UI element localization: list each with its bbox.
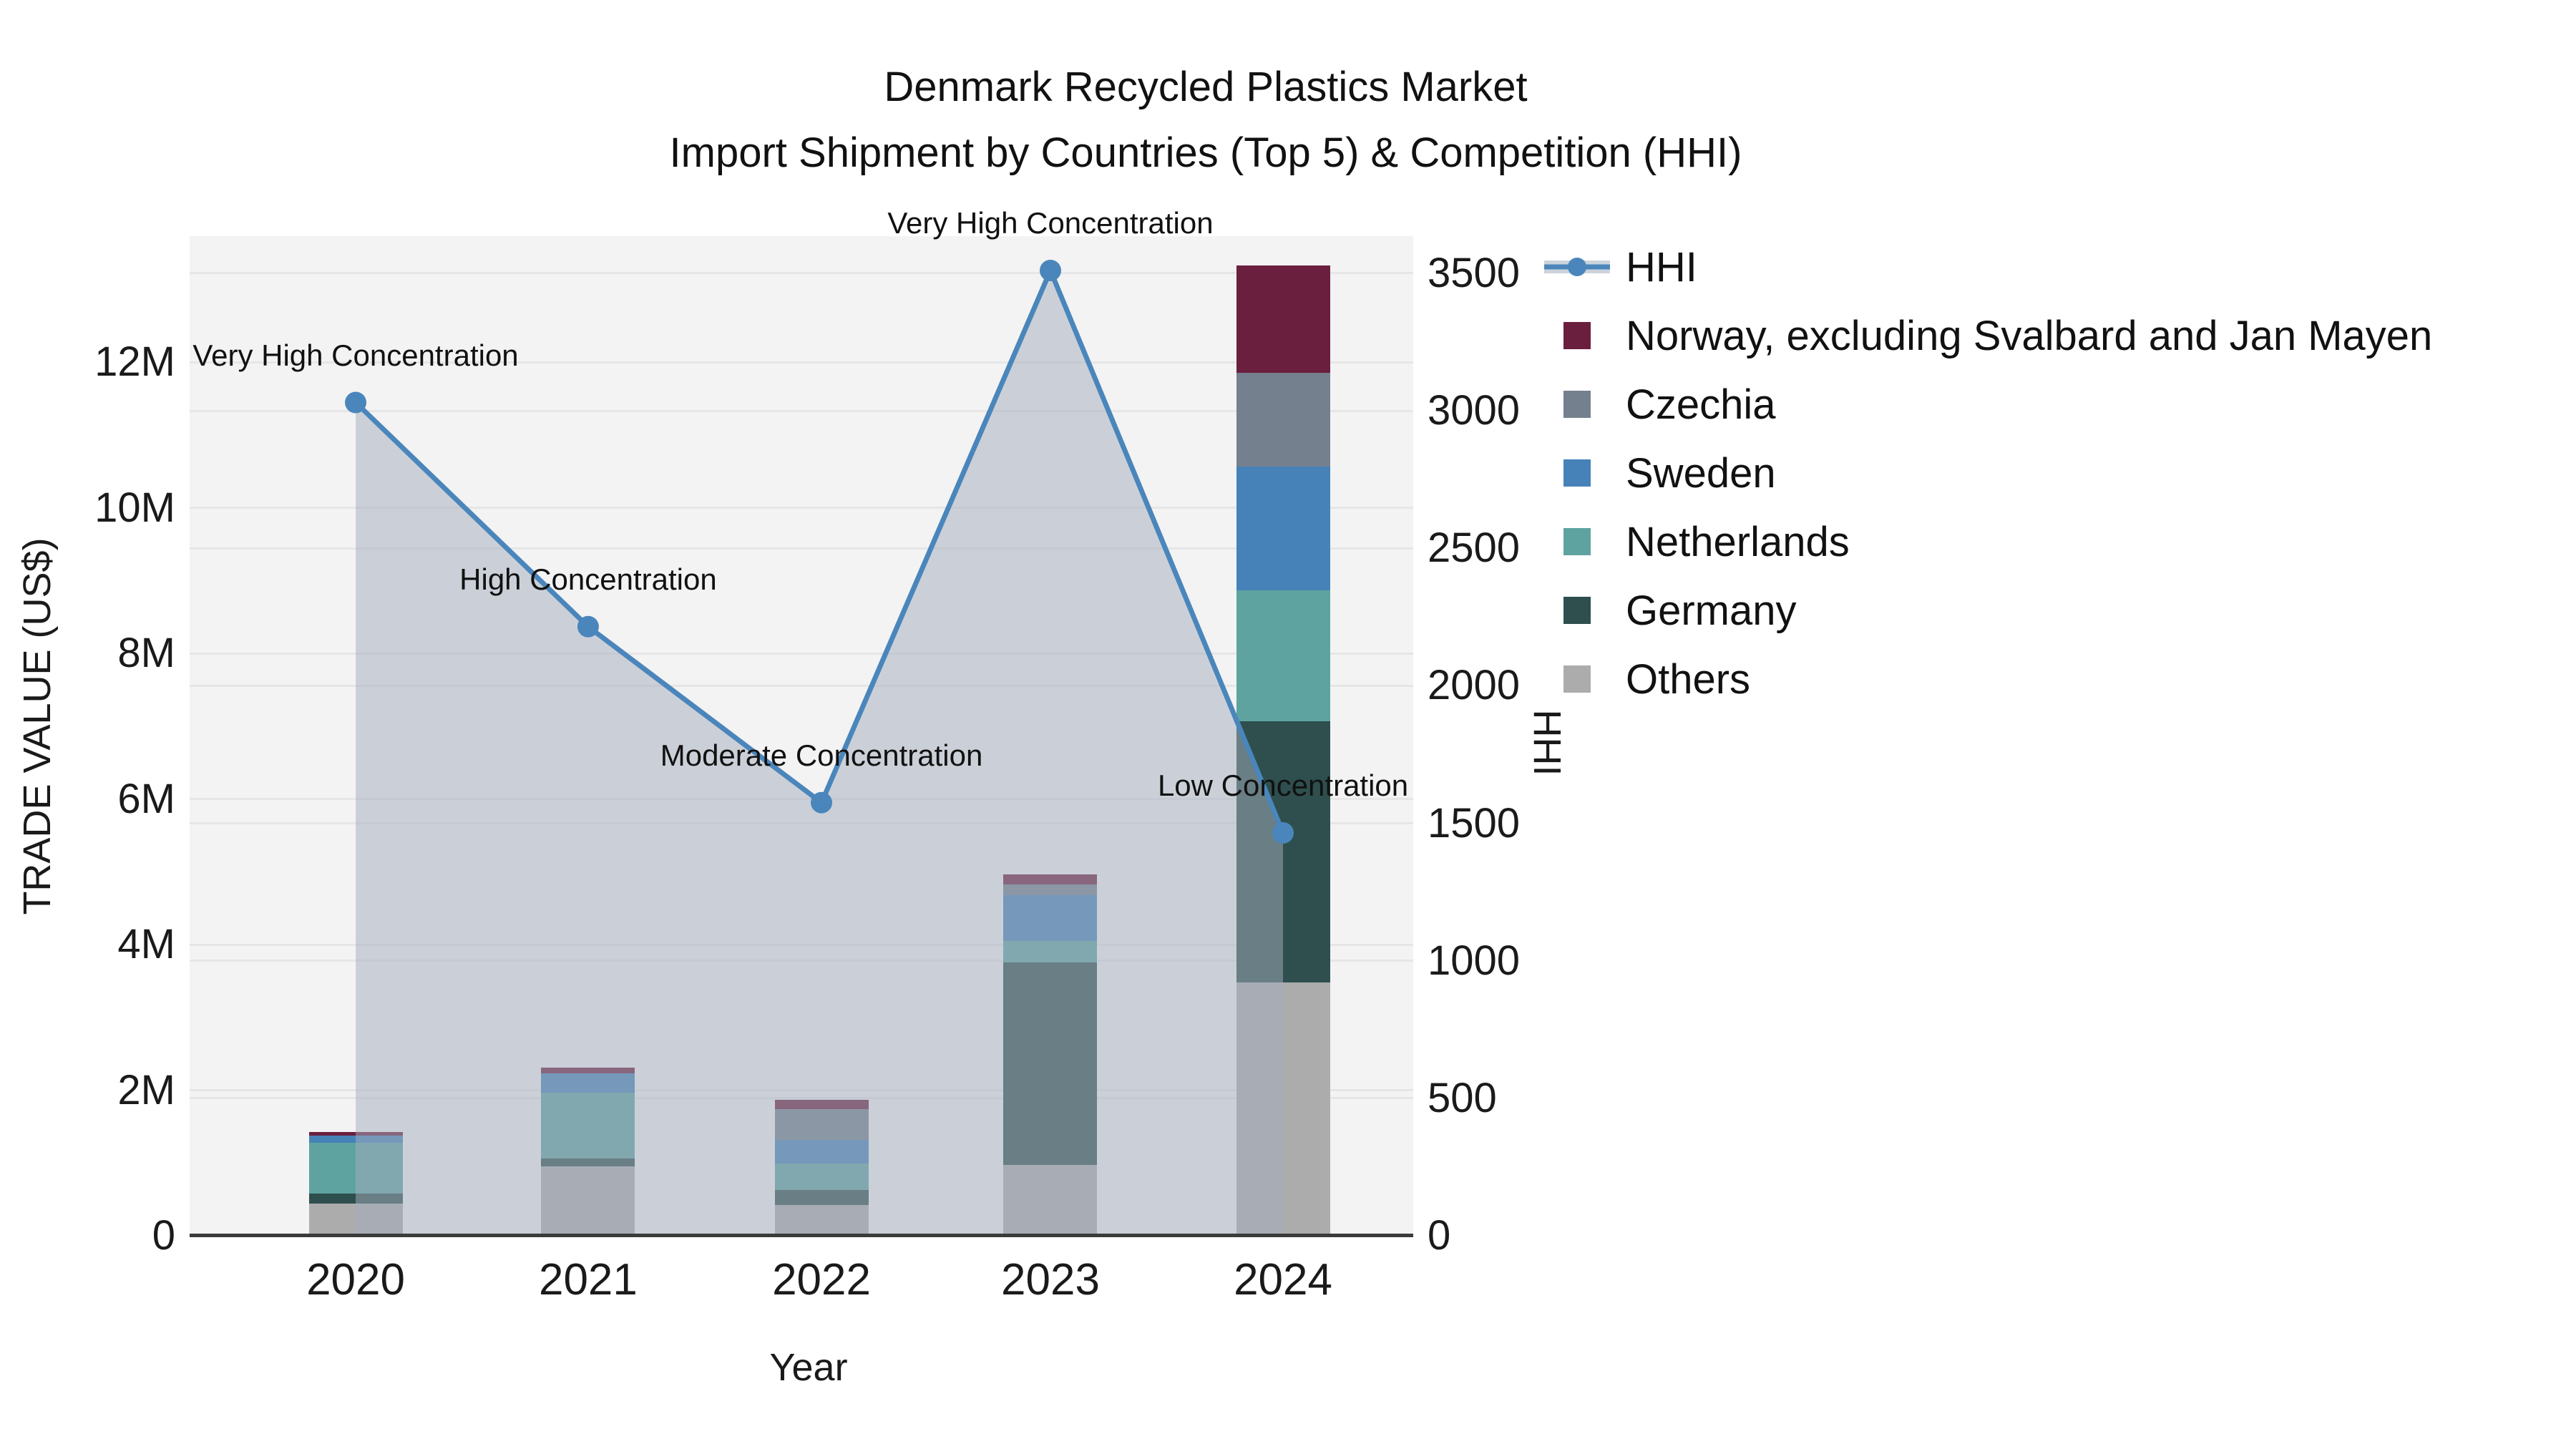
y-tick-left-2M: 2M — [117, 1066, 175, 1113]
x-tick-2023: 2023 — [1001, 1255, 1100, 1304]
legend-label-norway-excluding-svalbard-and-jan-mayen: Norway, excluding Svalbard and Jan Mayen — [1626, 312, 2433, 359]
legend-label-germany: Germany — [1626, 587, 1797, 634]
legend-color-swatch — [1563, 528, 1591, 555]
hhi-marker-2022[interactable] — [811, 791, 833, 814]
legend: HHI Norway, excluding Svalbard and Jan Ma… — [1543, 233, 2432, 713]
y-tick-right-0: 0 — [1428, 1212, 1451, 1259]
legend-item-netherlands[interactable]: Netherlands — [1543, 507, 2432, 576]
bar-czechia-2024[interactable] — [1236, 373, 1330, 467]
x-tick-2021: 2021 — [538, 1255, 638, 1304]
y-tick-right-1000: 1000 — [1428, 937, 1521, 984]
hhi-marker-2021[interactable] — [577, 615, 599, 638]
chart-title-line1: Denmark Recycled Plastics Market — [884, 64, 1528, 110]
bar-sweden-2020[interactable] — [308, 1135, 403, 1143]
bar-netherlands-2024[interactable] — [1236, 590, 1330, 721]
legend-color-swatch — [1563, 597, 1591, 624]
legend-label-others: Others — [1626, 655, 1751, 703]
x-axis-title: Year — [769, 1346, 848, 1389]
annotation-2021: High Concentration — [459, 562, 717, 596]
czechia-swatch-icon — [1543, 370, 1611, 439]
hhi-line-swatch-icon — [1543, 233, 1611, 301]
plot-area: Very High Concentration High Concentratio… — [190, 206, 1413, 1237]
gridline — [190, 507, 1413, 509]
y-tick-right-1500: 1500 — [1428, 799, 1521, 847]
legend-item-hhi[interactable]: HHI — [1543, 233, 2432, 301]
y-tick-right-2000: 2000 — [1428, 662, 1521, 709]
y-tick-right-3000: 3000 — [1428, 387, 1521, 434]
hhi-marker-2024[interactable] — [1272, 821, 1294, 844]
legend-label-czechia: Czechia — [1626, 381, 1776, 428]
others-swatch-icon — [1543, 645, 1611, 713]
annotation-2024: Low Concentration — [1157, 768, 1409, 802]
legend-item-others[interactable]: Others — [1543, 645, 2432, 713]
gridline — [190, 547, 1413, 550]
annotation-2022: Moderate Concentration — [660, 738, 983, 772]
legend-label-netherlands: Netherlands — [1626, 518, 1850, 565]
y-tick-right-500: 500 — [1428, 1074, 1497, 1121]
chart-title-line2: Import Shipment by Countries (Top 5) & C… — [669, 130, 1742, 176]
netherlands-swatch-icon — [1543, 507, 1611, 576]
hhi-area — [356, 270, 1284, 1236]
y-tick-left-0: 0 — [152, 1212, 175, 1259]
bar-norway-excluding-svalbard-and-jan-mayen-2024[interactable] — [1236, 265, 1330, 374]
gridline — [190, 409, 1413, 412]
y-tick-right-2500: 2500 — [1428, 525, 1521, 572]
legend-label-sweden: Sweden — [1626, 449, 1776, 497]
annotation-2023: Very High Concentration — [887, 206, 1214, 240]
hhi-marker-2020[interactable] — [345, 391, 367, 414]
x-tick-2020: 2020 — [306, 1255, 406, 1304]
gridline — [190, 272, 1413, 275]
hhi-line-overlay — [345, 260, 1294, 1236]
hhi-marker-2023[interactable] — [1039, 260, 1061, 282]
legend-color-swatch — [1563, 322, 1591, 349]
y-tick-left-6M: 6M — [117, 775, 175, 822]
legend-label-hhi: HHI — [1626, 243, 1697, 291]
legend-item-sweden[interactable]: Sweden — [1543, 439, 2432, 507]
bar-norway-excluding-svalbard-and-jan-mayen-2020[interactable] — [308, 1131, 403, 1136]
y-tick-left-8M: 8M — [117, 630, 175, 677]
germany-swatch-icon — [1543, 576, 1611, 645]
x-axis-line — [190, 1234, 1413, 1237]
gridline — [190, 684, 1413, 687]
annotation-2020: Very High Concentration — [192, 338, 519, 372]
legend-item-norway-excluding-svalbard-and-jan-mayen[interactable]: Norway, excluding Svalbard and Jan Mayen — [1543, 301, 2432, 370]
y-axis-title-left: TRADE VALUE (US$) — [16, 537, 59, 915]
legend-color-swatch — [1563, 391, 1591, 418]
x-tick-2022: 2022 — [772, 1255, 871, 1304]
y-tick-left-4M: 4M — [117, 921, 175, 967]
sweden-swatch-icon — [1543, 439, 1611, 507]
x-tick-2024: 2024 — [1234, 1255, 1333, 1304]
legend-color-swatch — [1563, 459, 1591, 487]
y-tick-left-10M: 10M — [94, 484, 175, 531]
gridline — [190, 652, 1413, 655]
norway-excluding-svalbard-and-jan-mayen-swatch-icon — [1543, 301, 1611, 370]
gridline — [190, 361, 1413, 364]
legend-item-germany[interactable]: Germany — [1543, 576, 2432, 645]
bar-sweden-2024[interactable] — [1236, 466, 1330, 590]
legend-color-swatch — [1563, 665, 1591, 693]
y-axis-title-right: HHI — [1526, 709, 1568, 776]
hhi-marker-swatch — [1568, 258, 1586, 276]
y-tick-right-3500: 3500 — [1428, 249, 1521, 296]
legend-item-czechia[interactable]: Czechia — [1543, 370, 2432, 439]
y-tick-left-12M: 12M — [94, 338, 175, 386]
